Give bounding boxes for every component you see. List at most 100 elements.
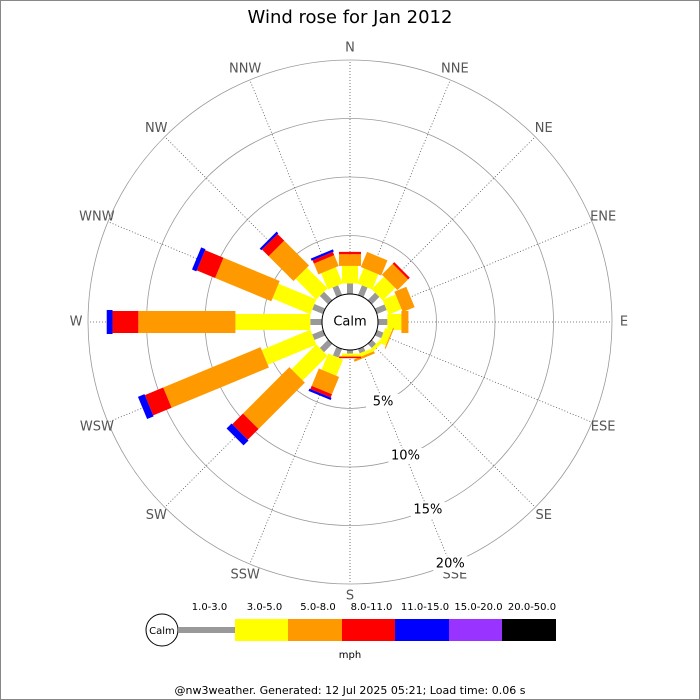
bar-segment — [332, 346, 343, 358]
legend-label: 8.0-11.0 — [351, 602, 393, 613]
direction-label: S — [346, 589, 354, 604]
bar-segment — [394, 286, 415, 313]
direction-bars — [339, 251, 361, 294]
direction-bars — [357, 251, 388, 298]
direction-label: WSW — [80, 419, 114, 434]
bar-segment — [243, 367, 305, 429]
bar-segment — [401, 311, 409, 333]
r-tick-label: 10% — [391, 448, 420, 463]
bar-segment — [163, 347, 269, 408]
legend-label: 20.0-50.0 — [508, 602, 556, 613]
direction-bars — [137, 329, 326, 420]
direction-label: ENE — [590, 210, 616, 225]
bar-segment — [342, 353, 358, 356]
bar-segment — [384, 327, 395, 349]
bar-segment — [313, 255, 339, 275]
direction-label: NNW — [229, 61, 261, 76]
bar-segment — [308, 388, 332, 401]
bar-segment — [353, 351, 375, 362]
bar-segment — [259, 231, 279, 251]
bar-segment — [321, 353, 344, 376]
bar-segment — [368, 340, 383, 355]
bar-segment — [291, 344, 328, 381]
bar-segment — [367, 292, 380, 305]
r-tick-label: 20% — [436, 557, 465, 572]
legend-swatch — [235, 619, 288, 641]
bar-segment — [311, 368, 340, 395]
tick-label-bg — [433, 556, 468, 573]
bar-segment — [310, 385, 332, 398]
bar-segment — [144, 387, 172, 416]
bar-segment — [262, 234, 285, 257]
bar-segment — [272, 283, 317, 315]
bar-segment — [378, 319, 388, 325]
direction-bars — [374, 327, 395, 349]
calm-circle — [321, 293, 379, 351]
grid-ring — [87, 59, 613, 585]
legend-swatch — [449, 619, 502, 641]
direction-bars — [367, 262, 410, 305]
bar-segment — [232, 413, 259, 440]
direction-bars — [191, 247, 326, 315]
bar-segment — [268, 240, 310, 282]
spoke — [375, 332, 593, 423]
r-tick-label: 5% — [373, 394, 394, 409]
tick-label-bg — [410, 502, 445, 519]
bar-segment — [374, 304, 387, 315]
bar-segment — [196, 250, 224, 279]
bar-segment — [261, 329, 317, 365]
bar-segment — [310, 319, 322, 325]
direction-label: SW — [146, 508, 167, 523]
direction-bars — [374, 286, 415, 315]
bar-segment — [312, 304, 326, 315]
bar-segment — [381, 263, 409, 291]
r-tick-label: 15% — [413, 503, 442, 518]
spoke — [375, 221, 593, 312]
bar-segment — [235, 314, 311, 330]
direction-label: N — [345, 41, 355, 56]
direction-bars — [367, 339, 383, 355]
direction-label: W — [70, 315, 83, 330]
direction-label: NW — [145, 121, 168, 136]
bar-segment — [332, 285, 343, 298]
bar-segment — [339, 355, 361, 358]
bar-segment — [226, 423, 249, 446]
direction-bars — [106, 310, 322, 334]
direction-label: NNE — [441, 61, 469, 76]
bar-segment — [191, 247, 206, 272]
bar-segment — [387, 314, 402, 330]
legend-label: 15.0-20.0 — [454, 602, 502, 613]
bar-segment — [347, 350, 353, 354]
bar-segment — [295, 267, 328, 300]
bar-segment — [319, 291, 333, 305]
bar-segment — [312, 251, 335, 264]
tick-label-bg — [388, 447, 423, 464]
legend-swatch — [178, 627, 235, 633]
legend-swatch — [502, 619, 556, 641]
bar-segment — [339, 251, 361, 255]
legend-swatch — [288, 619, 342, 641]
bar-segment — [339, 357, 361, 359]
bar-segment — [379, 328, 392, 346]
bar-segment — [137, 394, 154, 420]
bar-segment — [357, 268, 379, 290]
direction-bars — [226, 339, 333, 446]
bar-segment — [215, 257, 280, 302]
bar-segment — [360, 251, 388, 276]
bar-segment — [367, 339, 377, 349]
legend-label: 3.0-5.0 — [247, 602, 282, 613]
calm-label: Calm — [333, 315, 366, 330]
bar-segment — [339, 254, 361, 266]
bar-segment — [106, 310, 113, 334]
spoke — [369, 341, 536, 508]
legend-unit: mph — [339, 650, 361, 661]
bar-segment — [312, 329, 326, 340]
legend-label: 5.0-8.0 — [300, 602, 335, 613]
direction-label: E — [620, 315, 628, 330]
bar-segment — [371, 276, 396, 301]
direction-bars — [310, 249, 343, 298]
direction-label: WNW — [79, 210, 115, 225]
bar-segment — [112, 311, 139, 333]
bar-segment — [138, 311, 236, 333]
